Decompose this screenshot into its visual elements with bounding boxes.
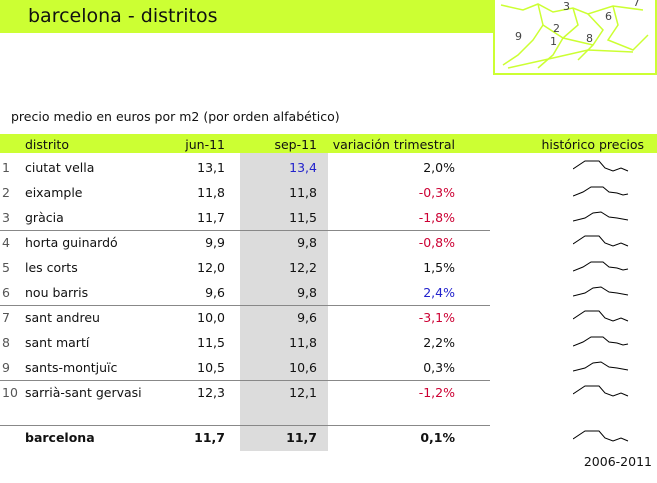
row-number: 8	[2, 335, 10, 350]
current-column-shade	[240, 153, 328, 451]
district: sant martí	[25, 335, 90, 350]
sparkline	[573, 286, 629, 297]
row-number: 2	[2, 185, 10, 200]
jun-value: 13,1	[197, 160, 225, 175]
variation: -0,3%	[418, 185, 455, 200]
district: eixample	[25, 185, 83, 200]
sparkline	[573, 430, 629, 442]
district: les corts	[25, 260, 78, 275]
jun-value: 11,8	[197, 185, 225, 200]
sep-value: 11,8	[289, 185, 317, 200]
variation: 2,4%	[423, 285, 455, 300]
subtitle: precio medio en euros por m2 (por orden …	[11, 109, 340, 124]
sparkline	[573, 160, 629, 172]
jun-value: 12,0	[197, 260, 225, 275]
sep-value: 9,6	[297, 310, 317, 325]
table-header	[0, 134, 657, 153]
total-separator	[0, 425, 490, 426]
column-header: distrito	[25, 137, 69, 152]
sparkline	[573, 336, 629, 347]
variation: -0,8%	[418, 235, 455, 250]
total-cell: 11,7	[194, 430, 225, 445]
row-number: 6	[2, 285, 10, 300]
variation: 2,2%	[423, 335, 455, 350]
sparkline	[573, 186, 629, 197]
map-label: 8	[586, 32, 593, 45]
sep-value: 12,1	[289, 385, 317, 400]
column-header: sep-11	[274, 137, 317, 152]
footer: 2006-2011	[583, 454, 652, 469]
jun-value: 11,5	[197, 335, 225, 350]
row-number: 4	[2, 235, 10, 250]
district: gràcia	[25, 210, 64, 225]
variation: 2,0%	[423, 160, 455, 175]
sep-value: 9,8	[297, 235, 317, 250]
row-number: 1	[2, 160, 10, 175]
variation: -1,2%	[418, 385, 455, 400]
variation: 0,3%	[423, 360, 455, 375]
row-number: 9	[2, 360, 10, 375]
map-label: 1	[550, 35, 557, 48]
map-label: 7	[633, 0, 640, 9]
column-header: variación trimestral	[332, 137, 455, 152]
jun-value: 9,6	[205, 285, 225, 300]
sparkline	[573, 385, 629, 397]
jun-value: 12,3	[197, 385, 225, 400]
map-label: 6	[605, 10, 612, 23]
jun-value: 10,0	[197, 310, 225, 325]
map-label: 2	[553, 22, 560, 35]
header-band	[0, 0, 494, 33]
variation: -3,1%	[418, 310, 455, 325]
district: nou barris	[25, 285, 89, 300]
total-cell: 0,1%	[420, 430, 455, 445]
total-cell: barcelona	[25, 430, 95, 445]
sparkline	[573, 361, 629, 372]
sep-value: 10,6	[289, 360, 317, 375]
district: ciutat vella	[25, 160, 95, 175]
variation: 1,5%	[423, 260, 455, 275]
sparkline	[573, 211, 629, 222]
page-title: barcelona - distritos	[28, 5, 218, 27]
row-number: 5	[2, 260, 10, 275]
jun-value: 10,5	[197, 360, 225, 375]
variation: -1,8%	[418, 210, 455, 225]
jun-value: 9,9	[205, 235, 225, 250]
row-separator	[0, 305, 490, 306]
district: sants-montjuïc	[25, 360, 118, 375]
sep-value: 13,4	[289, 160, 317, 175]
map-label: 3	[563, 0, 570, 13]
row-separator	[0, 230, 490, 231]
jun-value: 11,7	[197, 210, 225, 225]
total-cell: 11,7	[286, 430, 317, 445]
map-label: 9	[515, 30, 522, 43]
row-number: 7	[2, 310, 10, 325]
district: horta guinardó	[25, 235, 118, 250]
column-header: histórico precios	[541, 137, 644, 152]
district-map: 3 6 7 9 21 8	[493, 0, 657, 75]
sparkline	[573, 310, 629, 322]
sparkline	[573, 235, 629, 247]
row-separator	[0, 380, 490, 381]
row-number: 3	[2, 210, 10, 225]
row-number: 10	[2, 385, 18, 400]
sep-value: 11,8	[289, 335, 317, 350]
sparkline	[573, 261, 629, 272]
column-header: jun-11	[185, 137, 225, 152]
sep-value: 9,8	[297, 285, 317, 300]
sep-value: 11,5	[289, 210, 317, 225]
district: sarrià-sant gervasi	[25, 385, 142, 400]
sep-value: 12,2	[289, 260, 317, 275]
district: sant andreu	[25, 310, 100, 325]
